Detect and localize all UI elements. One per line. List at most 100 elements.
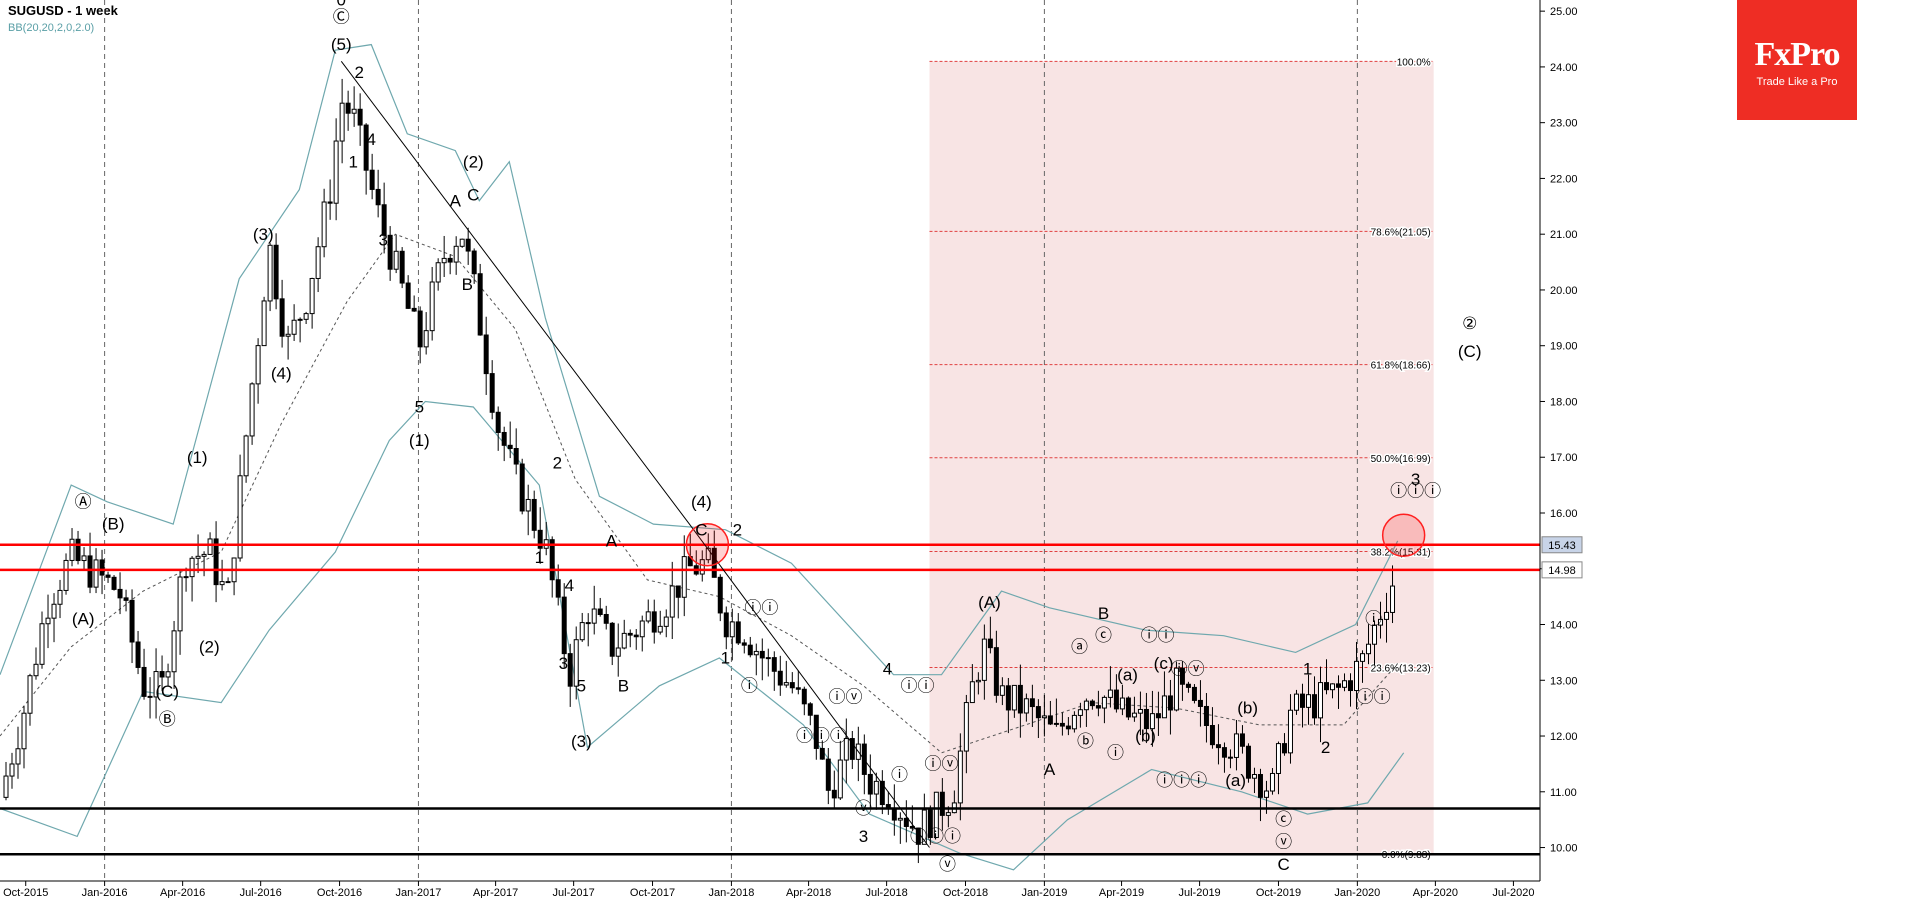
- wave-label: ⓘⓥ: [924, 754, 958, 773]
- candle-body: [249, 383, 255, 437]
- wave-label: (1): [409, 431, 430, 450]
- candle-body: [1143, 708, 1149, 730]
- y-tick-label: 23.00: [1550, 118, 1578, 130]
- wave-label: ⓘⓥ: [1171, 660, 1205, 679]
- candle-body: [1263, 790, 1269, 798]
- candle-body: [519, 463, 525, 512]
- candle-body: [639, 620, 645, 638]
- candle-body: [1366, 643, 1372, 655]
- candle-body: [303, 313, 309, 320]
- candle-body: [1161, 695, 1167, 719]
- candle-body: [1305, 694, 1311, 708]
- wave-label: 5: [577, 676, 586, 695]
- wave-label: ⓘ: [1107, 743, 1124, 762]
- candle-body: [915, 827, 921, 845]
- candle-body: [27, 675, 33, 714]
- candle-body: [1167, 695, 1173, 711]
- candle-body: [471, 250, 477, 275]
- candle-body: [843, 738, 849, 761]
- candle-body: [609, 622, 615, 657]
- candle-body: [699, 559, 705, 575]
- candle-body: [537, 529, 543, 549]
- candle-body: [1275, 743, 1281, 774]
- candle-body: [1390, 585, 1396, 613]
- candle-body: [1191, 686, 1197, 701]
- wave-label: 3: [379, 230, 388, 249]
- wave-label: C: [695, 520, 707, 539]
- candle-body: [1239, 733, 1245, 747]
- candle-body: [741, 642, 747, 646]
- wave-label: 4: [367, 130, 376, 149]
- candle-body: [573, 639, 579, 687]
- candle-body: [1119, 697, 1125, 710]
- candle-body: [633, 634, 639, 638]
- candle-body: [141, 666, 147, 697]
- wave-label: 2: [733, 520, 742, 539]
- candle-body: [1269, 772, 1275, 792]
- candle-body: [789, 682, 795, 689]
- candle-body: [357, 108, 363, 126]
- candle-body: [309, 277, 315, 315]
- candle-body: [993, 647, 999, 696]
- wave-label: (C): [155, 682, 179, 701]
- wave-label: ⓘⓘⓘ: [1156, 771, 1207, 790]
- x-tick-label: Apr-2019: [1099, 887, 1144, 898]
- fib-level-label: 78.6%(21.05): [1371, 227, 1431, 238]
- candle-body: [1095, 705, 1101, 709]
- candle-body: [15, 748, 21, 765]
- candle-body: [495, 411, 501, 433]
- candle-body: [1354, 660, 1360, 692]
- candle-body: [1131, 712, 1137, 718]
- candle-body: [381, 204, 387, 236]
- candle-body: [1053, 722, 1059, 725]
- candle-body: [207, 538, 213, 555]
- candle-body: [1179, 667, 1185, 685]
- candle-body: [63, 559, 69, 591]
- wave-label: 5: [415, 398, 424, 417]
- wave-label: ⓘⓥ: [828, 688, 862, 707]
- candle-body: [1281, 743, 1287, 754]
- y-tick-label: 14.00: [1550, 620, 1578, 632]
- candle-body: [975, 679, 981, 683]
- candle-body: [135, 641, 141, 668]
- candle-body: [483, 334, 489, 375]
- candle-body: [1360, 653, 1366, 662]
- candle-body: [1317, 682, 1323, 719]
- y-tick-label: 16.00: [1550, 508, 1578, 520]
- candle-body: [219, 581, 225, 586]
- candle-body: [201, 553, 207, 557]
- candle-body: [225, 581, 231, 584]
- x-tick-label: Jul-2020: [1492, 887, 1534, 898]
- y-tick-label: 10.00: [1550, 843, 1578, 855]
- wave-label: 3: [1411, 470, 1420, 489]
- wave-label: ⓘⓘ: [900, 676, 934, 695]
- candle-body: [561, 596, 567, 655]
- price-tag-label: 14.98: [1548, 565, 1576, 577]
- candle-body: [117, 588, 123, 599]
- fib-level-label: 23.6%(13.23): [1371, 663, 1431, 674]
- wave-label: ⓘⓘⓘ: [1390, 481, 1441, 500]
- candle-body: [597, 608, 603, 615]
- candle-body: [1149, 713, 1155, 730]
- wave-label: C: [1277, 855, 1289, 874]
- x-tick-label: Jul-2016: [240, 887, 282, 898]
- wave-label: 3: [859, 827, 868, 846]
- chart-title: SUGUSD - 1 week: [8, 3, 118, 18]
- candle-body: [1089, 700, 1095, 707]
- candle-body: [1029, 698, 1035, 708]
- candle-body: [189, 557, 195, 578]
- candle-body: [147, 695, 153, 698]
- candle-body: [1293, 693, 1299, 711]
- y-tick-label: 21.00: [1550, 229, 1578, 241]
- candle-body: [105, 574, 111, 578]
- candle-body: [921, 809, 927, 845]
- candle-body: [1221, 747, 1227, 758]
- wave-label: Ⓑ: [159, 710, 176, 729]
- candle-body: [759, 650, 765, 659]
- y-tick-label: 13.00: [1550, 675, 1578, 687]
- y-tick-label: 20.00: [1550, 285, 1578, 297]
- trendline: [340, 60, 930, 848]
- candle-body: [555, 579, 561, 598]
